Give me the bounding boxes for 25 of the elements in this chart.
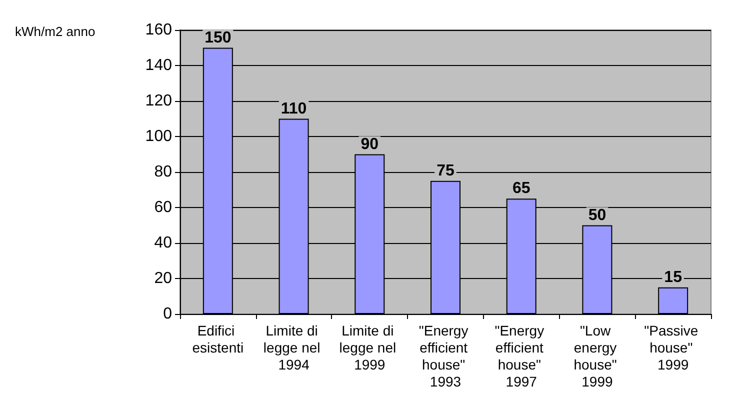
x-tick-label: "Energy efficient house" 1993: [418, 322, 472, 390]
bar: [658, 287, 688, 314]
x-tick-label: Limite di legge nel 1994: [263, 322, 324, 372]
y-tick-label: 0: [163, 306, 172, 322]
x-tick-label: "Energy efficient house" 1997: [494, 322, 548, 390]
y-tick-label: 40: [154, 234, 172, 252]
data-label: 110: [280, 100, 307, 118]
data-label: 15: [664, 268, 682, 286]
y-tick-label: 120: [145, 92, 172, 110]
data-label: 150: [204, 29, 232, 46]
y-tick-label: 60: [154, 199, 172, 216]
y-tick-label: 140: [145, 57, 172, 74]
y-tick-label: 20: [154, 270, 172, 287]
x-tick-label: Edifici esistenti: [192, 322, 244, 356]
x-tick-label: "Passive house" 1999: [644, 322, 702, 372]
data-label: 75: [436, 162, 454, 180]
data-label: 90: [360, 136, 379, 153]
y-tick-label: 160: [145, 22, 172, 38]
x-tick-label: "Low energy house" 1999: [574, 322, 621, 390]
data-label: 65: [512, 180, 530, 198]
y-tick-label: 100: [145, 128, 172, 145]
y-axis-title: kWh/m2 anno: [15, 24, 96, 39]
data-label: 50: [588, 206, 606, 224]
x-tick-label: Limite di legge nel 1999: [339, 322, 400, 372]
y-tick-label: 80: [154, 164, 172, 180]
